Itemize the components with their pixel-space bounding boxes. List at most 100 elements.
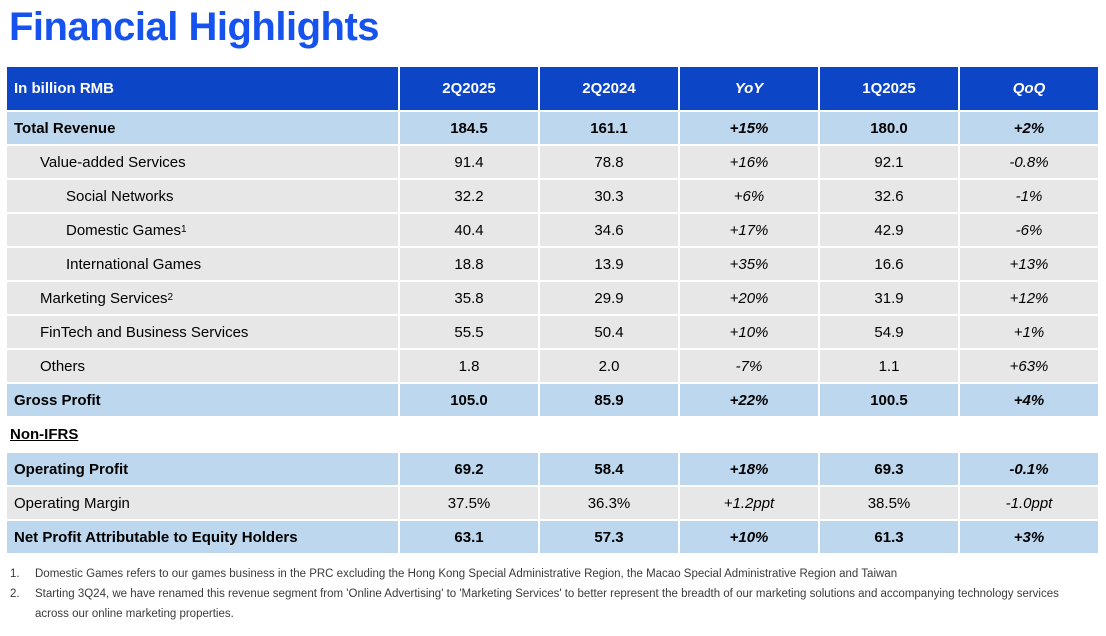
row-label: Domestic Games 1 (7, 214, 398, 246)
value-cell: 37.5% (400, 487, 538, 519)
value-cell: 36.3% (540, 487, 678, 519)
value-cell: 54.9 (820, 316, 958, 348)
value-cell: 91.4 (400, 146, 538, 178)
value-cell: +22% (680, 384, 818, 416)
row-label: Others (7, 350, 398, 382)
value-cell: +3% (960, 521, 1098, 553)
table-row: Operating Margin 37.5% 36.3% +1.2ppt 38.5% -1… (7, 487, 1100, 519)
table-header-row: In billion RMB 2Q2025 2Q2024 YoY 1Q2025 QoQ (7, 67, 1100, 110)
value-cell: 100.5 (820, 384, 958, 416)
footnote-text: Domestic Games refers to our games busin… (35, 568, 898, 580)
value-cell: 184.5 (400, 112, 538, 144)
column-header: 2Q2024 (540, 67, 678, 110)
value-cell: 32.2 (400, 180, 538, 212)
value-cell: +4% (960, 384, 1098, 416)
value-cell: +16% (680, 146, 818, 178)
table-row: Net Profit Attributable to Equity Holder… (7, 521, 1100, 553)
column-header: 2Q2025 (400, 67, 538, 110)
table-row: Others 1.8 2.0 -7% 1.1 +63% (7, 350, 1100, 382)
value-cell: 31.9 (820, 282, 958, 314)
table-row: Operating Profit 69.2 58.4 +18% 69.3 -0.1% (7, 453, 1100, 485)
value-cell: 58.4 (540, 453, 678, 485)
value-cell: 38.5% (820, 487, 958, 519)
value-cell: 180.0 (820, 112, 958, 144)
table-row: Domestic Games 1 40.4 34.6 +17% 42.9 -6% (7, 214, 1100, 246)
value-cell: 18.8 (400, 248, 538, 280)
value-cell: 50.4 (540, 316, 678, 348)
value-cell: +6% (680, 180, 818, 212)
value-cell: 78.8 (540, 146, 678, 178)
value-cell: 29.9 (540, 282, 678, 314)
value-cell: +35% (680, 248, 818, 280)
table-row: Value-added Services 91.4 78.8 +16% 92.1 -0.8… (7, 146, 1100, 178)
value-cell: +10% (680, 316, 818, 348)
value-cell: 1.8 (400, 350, 538, 382)
table-row: Social Networks 32.2 30.3 +6% 32.6 -1% (7, 180, 1100, 212)
value-cell: 30.3 (540, 180, 678, 212)
table-row: Marketing Services 2 35.8 29.9 +20% 31.9 +12% (7, 282, 1100, 314)
value-cell: +12% (960, 282, 1098, 314)
value-cell: +20% (680, 282, 818, 314)
value-cell: 69.2 (400, 453, 538, 485)
column-header: QoQ (960, 67, 1098, 110)
value-cell: +1% (960, 316, 1098, 348)
footnote-number: 2. (10, 588, 20, 600)
table-body: Total Revenue 184.5 161.1 +15% 180.0 +2% Value… (7, 112, 1100, 553)
footnote: 2. Starting 3Q24, we have renamed this re… (10, 584, 1075, 624)
row-label: Gross Profit (7, 384, 398, 416)
footnote: 1. Domestic Games refers to our games bus… (10, 564, 1075, 584)
value-cell: 105.0 (400, 384, 538, 416)
value-cell: -6% (960, 214, 1098, 246)
value-cell: 92.1 (820, 146, 958, 178)
value-cell: 1.1 (820, 350, 958, 382)
table-row: International Games 18.8 13.9 +35% 16.6 +13% (7, 248, 1100, 280)
value-cell: -0.1% (960, 453, 1098, 485)
value-cell: -7% (680, 350, 818, 382)
row-label: International Games (7, 248, 398, 280)
footnotes: 1. Domestic Games refers to our games bus… (10, 564, 1075, 624)
row-label: FinTech and Business Services (7, 316, 398, 348)
value-cell: 34.6 (540, 214, 678, 246)
value-cell: +17% (680, 214, 818, 246)
header-label: In billion RMB (7, 67, 398, 110)
value-cell: +63% (960, 350, 1098, 382)
row-label: Operating Margin (7, 487, 398, 519)
value-cell: -0.8% (960, 146, 1098, 178)
table-row: FinTech and Business Services 55.5 50.4 +10… (7, 316, 1100, 348)
value-cell: 32.6 (820, 180, 958, 212)
page-title: Financial Highlights (9, 5, 380, 49)
value-cell: +18% (680, 453, 818, 485)
value-cell: 161.1 (540, 112, 678, 144)
value-cell: 42.9 (820, 214, 958, 246)
value-cell: 63.1 (400, 521, 538, 553)
value-cell: +13% (960, 248, 1098, 280)
row-label: Social Networks (7, 180, 398, 212)
value-cell: 57.3 (540, 521, 678, 553)
value-cell: 2.0 (540, 350, 678, 382)
row-label: Operating Profit (7, 453, 398, 485)
value-cell: 69.3 (820, 453, 958, 485)
footnote-text: Starting 3Q24, we have renamed this reve… (35, 588, 1059, 620)
column-header: YoY (680, 67, 818, 110)
section-band: Non-IFRS (7, 418, 1100, 451)
financial-table: In billion RMB 2Q2025 2Q2024 YoY 1Q2025 QoQ … (7, 67, 1100, 553)
value-cell: 35.8 (400, 282, 538, 314)
value-cell: -1% (960, 180, 1098, 212)
value-cell: 40.4 (400, 214, 538, 246)
value-cell: 55.5 (400, 316, 538, 348)
footnote-number: 1. (10, 568, 20, 580)
value-cell: -1.0ppt (960, 487, 1098, 519)
value-cell: 61.3 (820, 521, 958, 553)
value-cell: 85.9 (540, 384, 678, 416)
column-header: 1Q2025 (820, 67, 958, 110)
value-cell: 13.9 (540, 248, 678, 280)
table-row: Gross Profit 105.0 85.9 +22% 100.5 +4% (7, 384, 1100, 416)
row-label: Value-added Services (7, 146, 398, 178)
value-cell: +1.2ppt (680, 487, 818, 519)
value-cell: +2% (960, 112, 1098, 144)
section-label: Non-IFRS (10, 426, 79, 443)
value-cell: +10% (680, 521, 818, 553)
value-cell: +15% (680, 112, 818, 144)
row-label: Total Revenue (7, 112, 398, 144)
